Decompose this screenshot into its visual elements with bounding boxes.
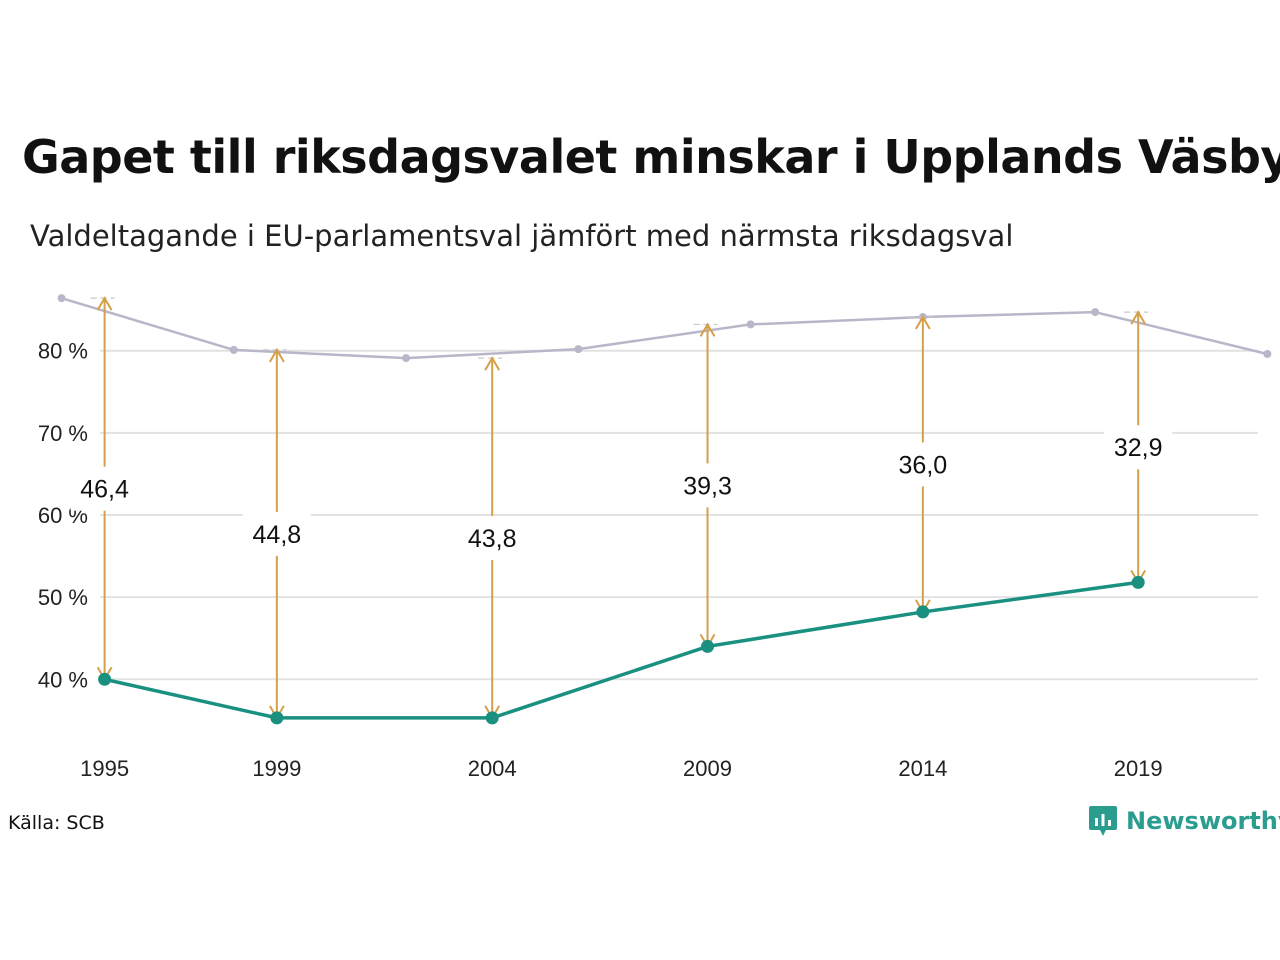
source-note: Källa: SCB [8,812,105,834]
riksdag-point [746,320,755,329]
gap-arrowhead-top [484,356,501,371]
gap-label-background [888,442,957,487]
eu-point [916,605,930,619]
gap-arrowhead-top [699,322,716,337]
eu-point [270,711,284,725]
riksdag-point [57,294,66,303]
gap-arrowhead-top [1130,310,1147,325]
riksdag-point [229,345,238,354]
gap-label: 43,8 [468,525,517,553]
x-tick-label: 2009 [683,756,732,781]
riksdag-point [1263,350,1272,358]
x-tick-label: 2004 [468,756,517,781]
y-tick-label: 50 % [38,585,88,610]
gap-arrowhead-top [96,296,113,311]
eu-point [98,672,112,686]
newsworthy-logo: Newsworthy [1088,804,1280,838]
gap-arrowhead-top [269,347,285,363]
riksdag-series-line [61,296,1268,360]
gap-label: 32,9 [1114,434,1163,462]
y-tick-label: 40 % [38,667,88,692]
gap-label-background [242,511,311,556]
x-tick-label: 1995 [80,756,129,781]
gap-label: 39,3 [683,472,732,500]
gap-label: 44,8 [253,521,302,549]
gap-label-background [458,516,527,560]
x-tick-label: 2014 [898,756,947,781]
riksdag-point [1091,308,1100,317]
gap-label-background [1104,425,1173,470]
y-tick-label: 70 % [38,421,88,446]
gap-label: 36,0 [899,451,948,479]
x-tick-label: 1999 [252,756,301,781]
chart-subtitle: Valdeltagande i EU-parlamentsval jämfört… [30,219,1014,253]
gap-arrowhead-top [914,315,931,330]
brand-name: Newsworthy [1126,807,1280,835]
chart-title: Gapet till riksdagsvalet minskar i Uppla… [22,130,1280,184]
riksdag-point [402,354,411,363]
riksdag-point [574,345,583,354]
eu-point [485,711,499,725]
newsworthy-icon [1089,806,1117,836]
y-tick-label: 80 % [38,339,88,364]
eu-point [701,639,715,653]
eu-point [1131,575,1145,589]
gap-label-background [673,463,742,508]
gap-label: 46,4 [80,476,129,504]
gap-label-background [70,466,139,511]
eu-series-line [104,580,1139,720]
x-tick-label: 2019 [1114,756,1163,781]
